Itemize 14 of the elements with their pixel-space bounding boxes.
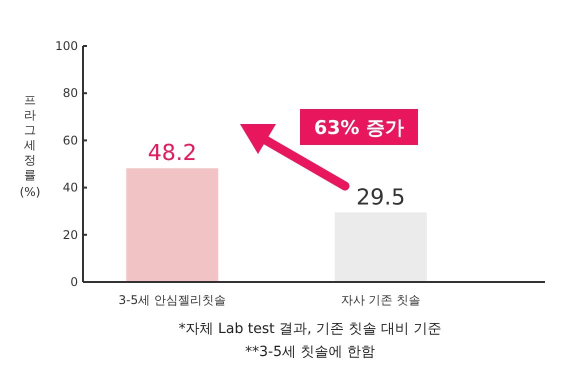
text: **3-5세 칫솔에 한함 bbox=[245, 344, 375, 360]
y-tick-label: 80 bbox=[62, 86, 78, 100]
y-tick-label: 60 bbox=[62, 133, 78, 148]
x-tick-label: 3-5세 안심젤리칫솔 bbox=[118, 293, 226, 307]
y-axis-title: 프라그세정률 (%) bbox=[20, 93, 40, 199]
y-tick-label: 0 bbox=[70, 275, 78, 289]
y-tick-label: 100 bbox=[55, 39, 78, 53]
text: *자체 Lab test 결과, 기존 칫솔 대비 기준 bbox=[178, 321, 442, 337]
data-label: 48.2 bbox=[148, 141, 197, 166]
data-label: 29.5 bbox=[356, 185, 406, 210]
y-tick-label: 20 bbox=[62, 228, 78, 242]
x-tick-label: 자사 기존 칫솔 bbox=[340, 293, 421, 307]
y-tick-label: 40 bbox=[62, 180, 78, 195]
annotation: 63% 증가 bbox=[314, 117, 404, 139]
